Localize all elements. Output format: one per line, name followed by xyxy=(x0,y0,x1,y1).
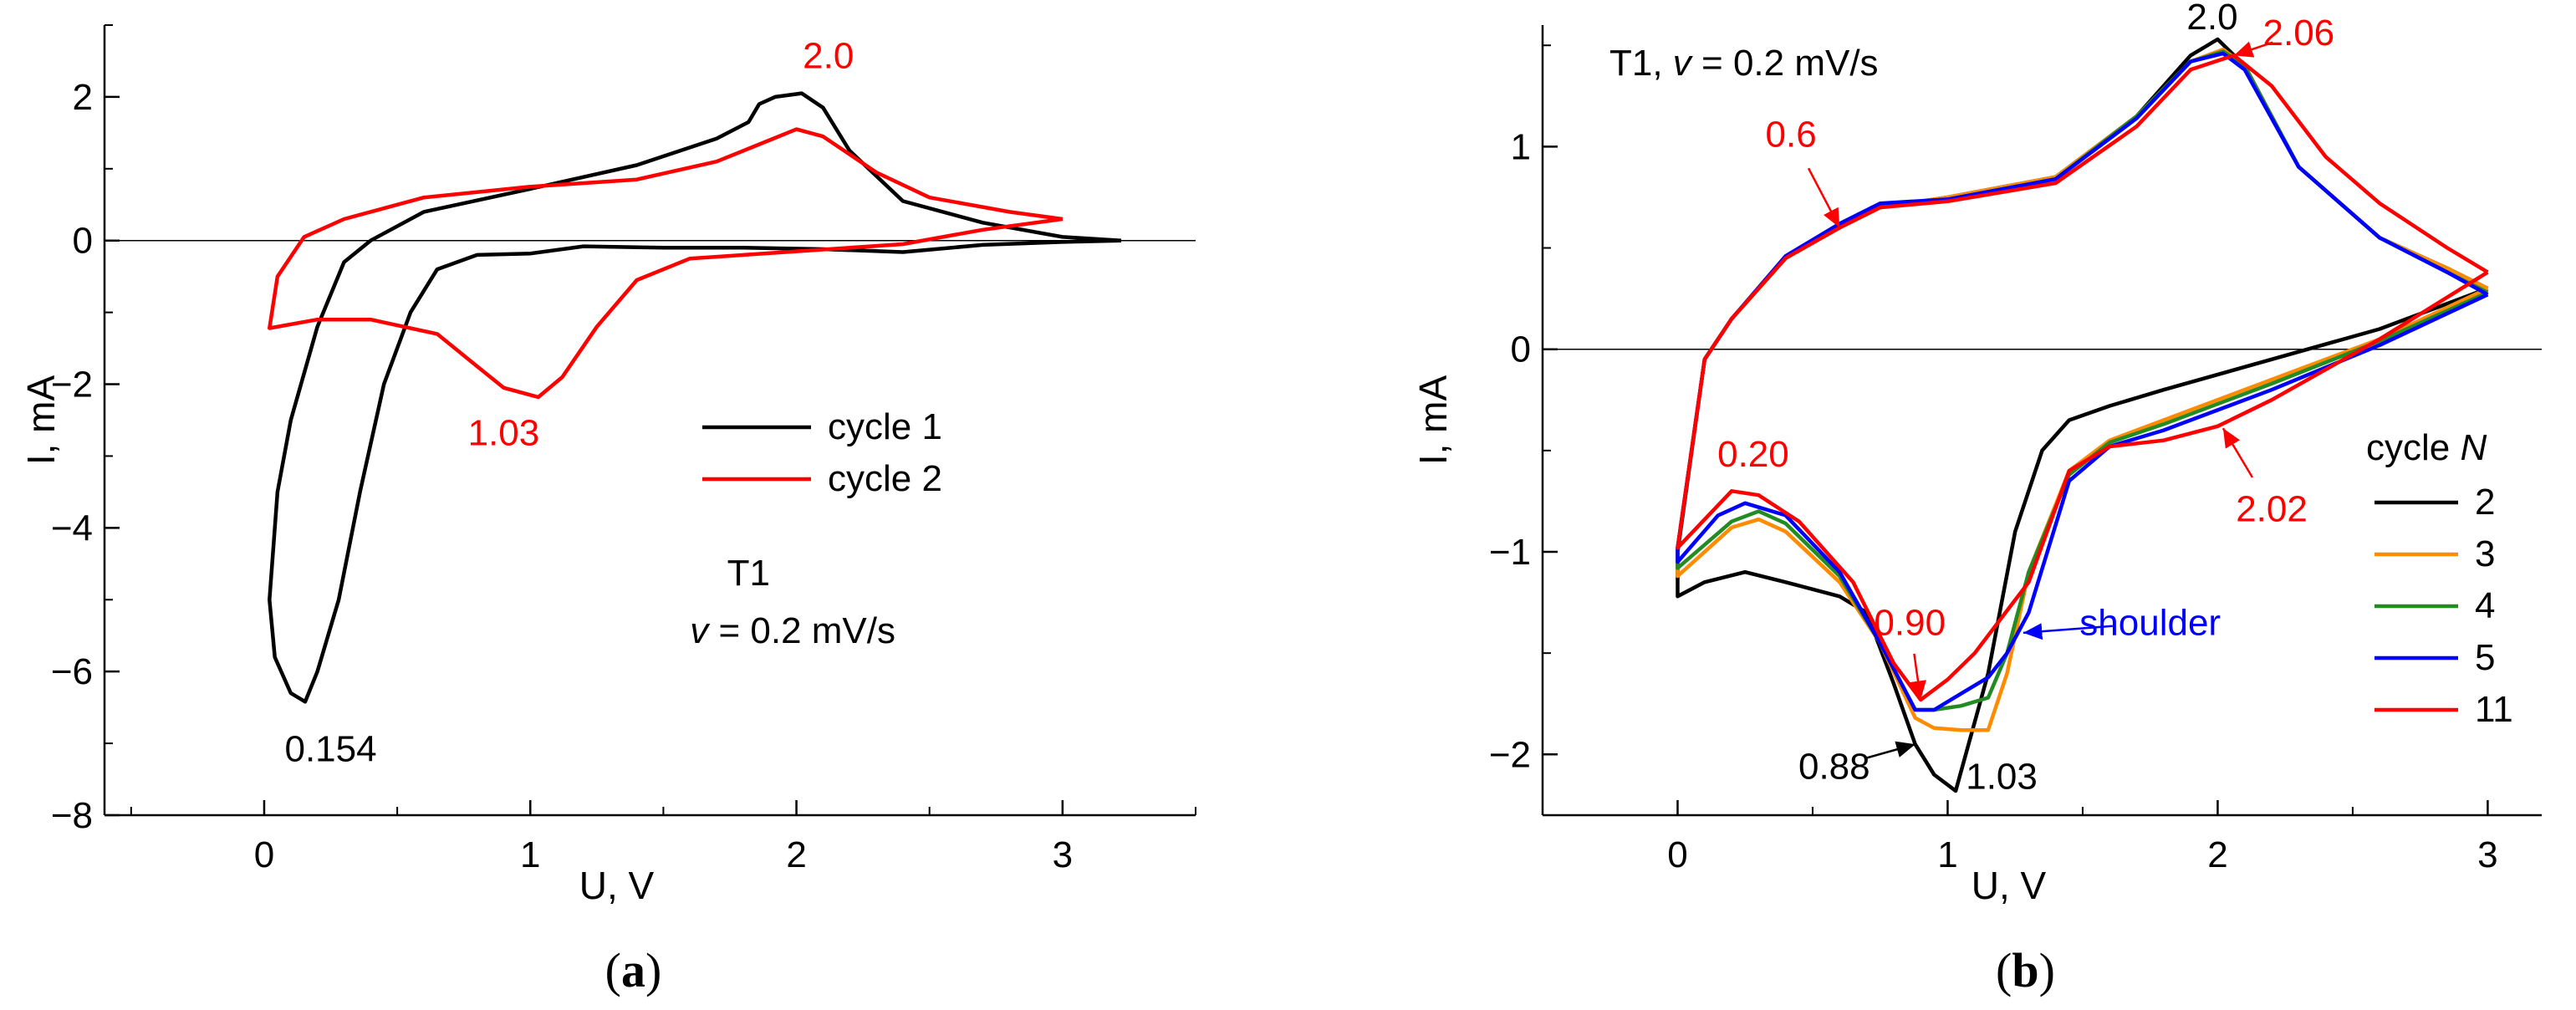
annotation-arrow xyxy=(1807,167,1841,228)
panel-label: (a) xyxy=(605,943,662,997)
x-tick-label: 3 xyxy=(1053,834,1073,875)
legend-label: cycle 2 xyxy=(828,458,942,499)
annotation-label: 0.88 xyxy=(1798,746,1870,787)
x-tick-label: 0 xyxy=(254,834,274,875)
x-tick-label: 2 xyxy=(2207,834,2227,875)
y-tick-label: 2 xyxy=(73,77,93,118)
annotation-label: 2.02 xyxy=(2236,489,2308,530)
y-tick-label: −8 xyxy=(51,795,93,836)
y-tick-label: −6 xyxy=(51,651,93,692)
y-tick-label: −4 xyxy=(51,508,93,548)
y-tick-label: −2 xyxy=(51,365,93,406)
y-axis-label: I, mA xyxy=(19,375,63,466)
legend-label: 2 xyxy=(2475,482,2495,523)
x-tick-label: 3 xyxy=(2477,834,2497,875)
panel-label-close: ) xyxy=(645,943,661,997)
legend: cycle N 2 3 4 5 11 xyxy=(2366,427,2513,730)
legend-title-symbol: N xyxy=(2460,427,2487,468)
annotation-label: T1 xyxy=(727,553,770,594)
y-tick-label: −1 xyxy=(1489,532,1531,573)
y-tick-label: 0 xyxy=(1511,329,1531,370)
annotation-label: 1.03 xyxy=(1966,757,2038,798)
annotation-label: 0.6 xyxy=(1766,114,1817,155)
panel-label: (b) xyxy=(1996,943,2055,997)
annotation-arrow xyxy=(1910,653,1926,701)
scan-rate-value: = 0.2 mV/s xyxy=(708,610,895,651)
annotation-arrow xyxy=(2221,427,2254,478)
legend-title-prefix: cycle xyxy=(2366,427,2460,468)
panel-label-letter: a xyxy=(621,943,645,997)
chart-panel-a: 0 1 2 3 −8 −6 −4 −2 0 2 U, V I, mA 2.0 1.03 0.154 T1 v =… xyxy=(19,24,1196,997)
legend-label: cycle 1 xyxy=(828,406,942,447)
x-axis-label: U, V xyxy=(579,864,655,907)
annotation-label: 0.90 xyxy=(1874,602,1946,643)
legend-label: 5 xyxy=(2475,637,2495,678)
y-tick-label: −2 xyxy=(1489,734,1531,775)
annotation-label: 2.0 xyxy=(2186,0,2237,38)
y-tick-label: 1 xyxy=(1511,126,1531,167)
panel-label-open: ( xyxy=(1996,943,2012,997)
series-line-5 xyxy=(1676,51,2489,712)
annotation-label: shoulder xyxy=(2079,602,2221,643)
series-line-2 xyxy=(1676,37,2489,793)
scan-rate-symbol: v xyxy=(690,610,711,651)
legend-label: 3 xyxy=(2475,533,2495,574)
panel-label-open: ( xyxy=(605,943,621,997)
y-axis-label: I, mA xyxy=(1411,375,1455,466)
annotation-label: 2.0 xyxy=(803,36,854,77)
x-tick-label: 2 xyxy=(786,834,806,875)
annotation-arrow xyxy=(1866,741,1916,759)
x-tick-label: 1 xyxy=(1937,834,1957,875)
annotation-label: 1.03 xyxy=(468,413,540,454)
chart-title-prefix: T1, xyxy=(1609,43,1673,84)
scan-rate-label: v = 0.2 mV/s xyxy=(690,610,895,651)
annotation-arrow xyxy=(2233,41,2273,58)
legend-title: cycle N xyxy=(2366,427,2487,468)
legend-label: 11 xyxy=(2475,689,2513,730)
y-tick-label: 0 xyxy=(73,221,93,262)
annotation-label: 2.06 xyxy=(2263,13,2335,54)
series-line-11 xyxy=(1676,54,2489,702)
x-tick-label: 1 xyxy=(520,834,540,875)
x-tick-label: 0 xyxy=(1667,834,1687,875)
legend-label: 4 xyxy=(2475,585,2495,626)
x-axis-label: U, V xyxy=(1972,864,2047,907)
series-line-cycle-1 xyxy=(268,91,1122,704)
annotation-label: 0.20 xyxy=(1717,434,1789,475)
chart-title: T1, v = 0.2 mV/s xyxy=(1609,43,1879,84)
annotation-arrow xyxy=(2023,623,2113,640)
chart-panel-b: 0 1 2 3 −2 −1 0 1 U, V I, mA 2.0 2.06 0.6 0.20 2.02 0.9… xyxy=(1411,0,2542,997)
legend: cycle 1 cycle 2 xyxy=(702,406,942,499)
chart-title-symbol: v xyxy=(1673,43,1694,84)
panel-label-letter: b xyxy=(2012,943,2038,997)
chart-title-suffix: = 0.2 mV/s xyxy=(1691,43,1879,84)
annotation-label: 0.154 xyxy=(284,729,376,770)
series-line-cycle-2 xyxy=(268,127,1064,400)
panel-label-close: ) xyxy=(2039,943,2055,997)
